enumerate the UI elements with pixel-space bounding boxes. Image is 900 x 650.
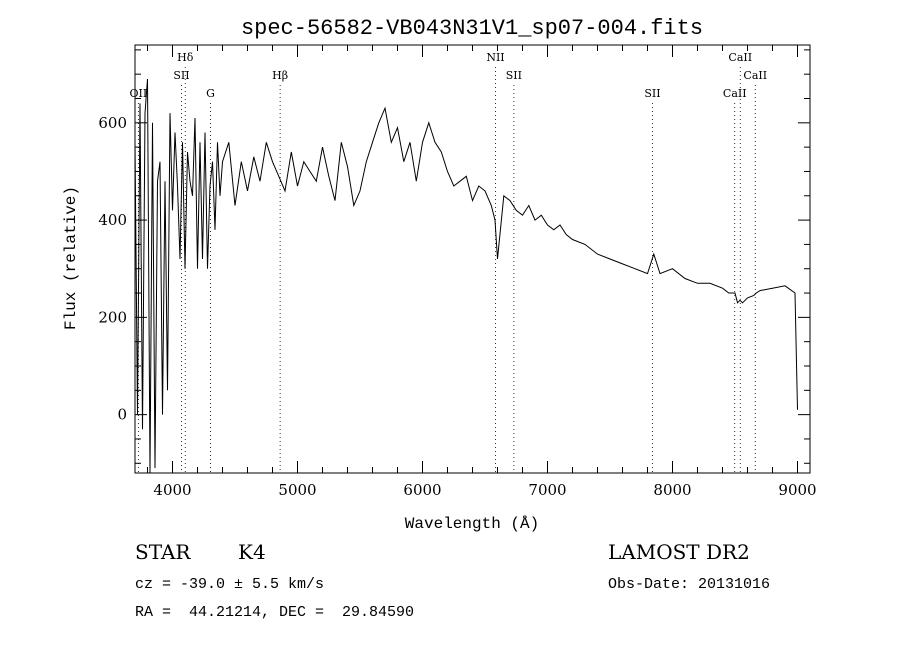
y-axis-label: Flux (relative) — [62, 186, 80, 330]
x-tick-label: 7000 — [528, 481, 566, 499]
y-axis: 0 200 400 600 — [98, 49, 810, 464]
x-axis: 4000 5000 6000 7000 8000 9000 — [147, 45, 817, 499]
spectral-line-label: Hδ — [177, 51, 194, 64]
y-tick-label: 200 — [98, 308, 127, 326]
y-tick-label: 400 — [98, 211, 127, 229]
object-subclass: K4 — [238, 540, 266, 564]
x-tick-label: 8000 — [653, 481, 691, 499]
x-tick-label: 4000 — [153, 481, 191, 499]
x-tick-label: 6000 — [403, 481, 441, 499]
spectral-line-label: OII — [130, 87, 148, 100]
chart-title: spec-56582-VB043N31V1_sp07-004.fits — [241, 16, 703, 41]
spectral-line-label: Hβ — [272, 69, 288, 82]
x-axis-label: Wavelength (Å) — [405, 515, 539, 533]
observation-date: Obs-Date: 20131016 — [608, 576, 771, 593]
x-tick-label: 5000 — [278, 481, 316, 499]
spectral-line-label: CaII — [723, 87, 747, 100]
spectral-line-label: SII — [644, 87, 660, 100]
spectral-line-label: CaII — [743, 69, 767, 82]
spectrum-line — [134, 78, 798, 474]
redshift-cz: cz = -39.0 ± 5.5 km/s — [135, 576, 325, 593]
plot-frame — [134, 44, 811, 474]
spectral-line-label: SII — [506, 69, 522, 82]
survey-name: LAMOST DR2 — [608, 540, 750, 564]
spectral-line-label: NII — [486, 51, 504, 64]
spectral-line-label: SII — [173, 69, 189, 82]
x-tick-label: 9000 — [778, 481, 816, 499]
y-tick-label: 0 — [117, 406, 127, 424]
spectral-line-label: G — [206, 87, 215, 100]
y-tick-label: 600 — [98, 114, 127, 132]
coordinates: RA = 44.21214, DEC = 29.84590 — [135, 604, 415, 621]
object-class: STAR — [135, 540, 191, 564]
spectral-line-label: CaII — [728, 51, 752, 64]
